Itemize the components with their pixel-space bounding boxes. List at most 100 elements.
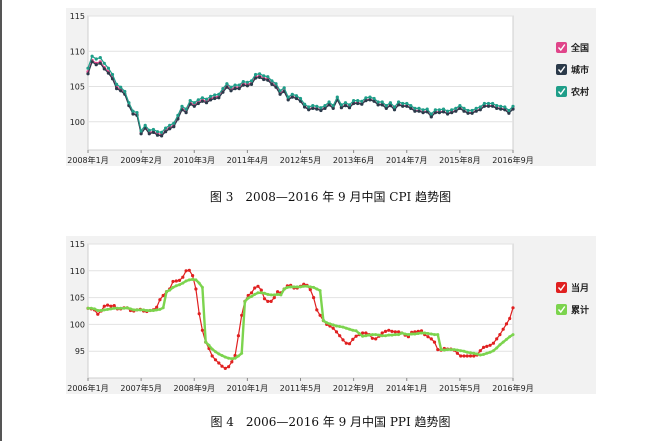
ppi-data-point — [279, 293, 283, 297]
ppi-data-point — [181, 275, 185, 279]
cpi-data-point — [474, 109, 478, 113]
ppi-data-point — [328, 322, 332, 326]
ppi-data-point — [498, 343, 502, 347]
ppi-data-point — [148, 309, 152, 312]
cpi-data-point — [229, 89, 233, 93]
cpi-data-point — [131, 112, 135, 116]
ppi-data-point — [220, 354, 224, 357]
ppi-data-point — [200, 328, 204, 332]
ppi-data-point — [459, 349, 463, 353]
ppi-data-point — [213, 358, 218, 362]
ppi-data-point — [325, 321, 329, 325]
ppi-data-point — [276, 290, 280, 294]
ppi-x-tick-label: 2014年1月 — [386, 383, 427, 393]
ppi-data-point — [318, 289, 322, 293]
cpi-data-point — [437, 111, 441, 115]
ppi-data-point — [282, 287, 286, 291]
ppi-data-point — [138, 308, 142, 312]
cpi-data-point — [184, 107, 188, 111]
ppi-data-point — [106, 307, 110, 311]
ppi-data-point — [338, 334, 342, 338]
cpi-data-point — [172, 125, 176, 129]
cpi-data-point — [245, 84, 249, 88]
cpi-data-point — [209, 98, 213, 102]
ppi-data-point — [501, 340, 505, 344]
ppi-data-point — [478, 349, 482, 353]
cpi-x-tick-label: 2014年7月 — [386, 155, 427, 165]
cpi-data-point — [266, 75, 270, 79]
ppi-data-point — [387, 328, 391, 332]
cpi-data-point — [482, 104, 486, 108]
cpi-data-point — [417, 109, 421, 113]
cpi-data-point — [441, 110, 446, 114]
ppi-data-point — [429, 332, 433, 336]
ppi-data-point — [505, 337, 508, 341]
cpi-x-tick-label: 2008年1月 — [67, 155, 108, 165]
cpi-data-point — [356, 99, 360, 103]
cpi-data-point — [119, 85, 123, 89]
cpi-data-point — [311, 104, 315, 108]
ppi-data-point — [308, 288, 312, 292]
ppi-data-point — [178, 283, 181, 287]
ppi-data-point — [249, 291, 254, 295]
ppi-data-point — [348, 327, 351, 331]
cpi-data-point — [507, 108, 511, 113]
cpi-data-point — [401, 104, 405, 108]
ppi-data-point — [240, 351, 244, 355]
cpi-data-point — [388, 104, 392, 108]
ppi-data-point — [155, 308, 159, 312]
ppi-data-point — [223, 355, 227, 359]
ppi-data-point — [338, 325, 342, 328]
cpi-data-point — [270, 79, 274, 83]
cpi-data-point — [225, 82, 229, 86]
cpi-data-point — [368, 98, 372, 102]
ppi-data-point — [174, 279, 178, 283]
cpi-data-point — [347, 103, 352, 107]
cpi-data-point — [221, 87, 225, 91]
ppi-data-point — [253, 292, 257, 296]
cpi-data-point — [233, 83, 237, 87]
ppi-data-point — [217, 352, 221, 356]
ppi-series-points-1 — [86, 277, 515, 361]
ppi-data-point — [374, 333, 378, 337]
cpi-data-point — [119, 89, 123, 93]
ppi-data-point — [383, 329, 388, 333]
ppi-data-point — [145, 309, 149, 312]
ppi-data-point — [187, 278, 191, 282]
check-icon — [557, 66, 566, 74]
ppi-data-point — [315, 308, 319, 312]
ppi-data-point — [174, 284, 178, 288]
cpi-data-point — [441, 107, 446, 111]
cpi-data-point — [356, 101, 360, 106]
cpi-data-point — [94, 63, 98, 67]
ppi-data-point — [321, 319, 325, 323]
ppi-data-point — [308, 285, 312, 289]
ppi-data-point — [227, 356, 231, 360]
ppi-data-point — [426, 335, 430, 339]
ppi-data-point — [272, 293, 276, 297]
cpi-series-points-2 — [86, 54, 515, 134]
cpi-x-tick-label: 2013年6月 — [333, 155, 374, 165]
ppi-legend-swatch — [556, 282, 567, 293]
cpi-data-point — [507, 111, 511, 115]
cpi-y-tick-label: 100 — [70, 118, 85, 127]
ppi-data-point — [93, 307, 96, 311]
ppi-data-point — [220, 364, 224, 368]
cpi-data-point — [478, 108, 482, 112]
cpi-legend-label: 农村 — [570, 86, 589, 98]
cpi-data-point — [139, 132, 143, 136]
cpi-data-point — [311, 106, 315, 110]
cpi-data-point — [115, 87, 119, 91]
ppi-data-point — [227, 365, 231, 369]
cpi-data-point — [425, 110, 429, 114]
cpi-data-point — [470, 111, 474, 115]
cpi-data-point — [462, 106, 466, 110]
cpi-data-point — [147, 128, 151, 132]
cpi-data-point — [392, 105, 397, 109]
ppi-data-point — [184, 269, 188, 273]
ppi-data-point — [367, 333, 371, 337]
cpi-data-point — [245, 80, 249, 84]
ppi-data-point — [259, 288, 263, 292]
ppi-data-point — [253, 286, 257, 290]
cpi-data-point — [176, 113, 180, 117]
